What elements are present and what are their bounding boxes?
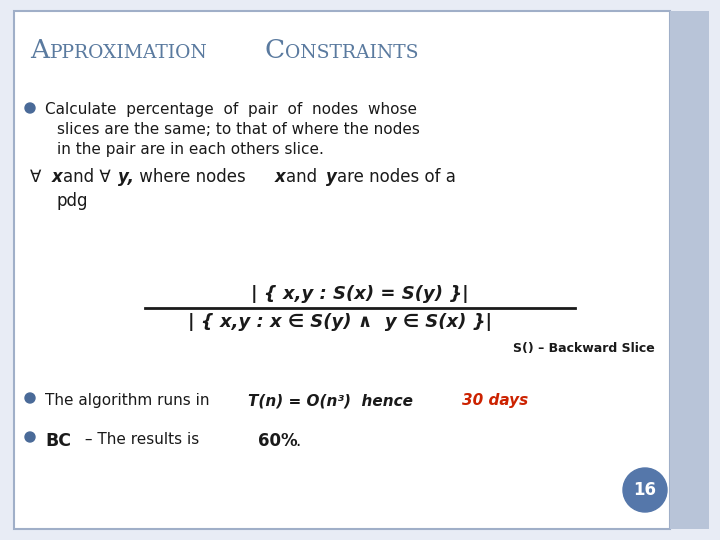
Text: PPROXIMATION: PPROXIMATION — [50, 44, 208, 62]
Text: slices are the same; to that of where the nodes: slices are the same; to that of where th… — [57, 122, 420, 137]
Text: pdg: pdg — [57, 192, 89, 210]
Text: | { x,y : S(x) = S(y) }|: | { x,y : S(x) = S(y) }| — [251, 285, 469, 303]
Text: x: x — [52, 168, 63, 186]
Text: and ∀: and ∀ — [63, 168, 116, 186]
Text: y: y — [326, 168, 337, 186]
Text: C: C — [265, 38, 285, 63]
Text: T(n) = O(n³)  hence: T(n) = O(n³) hence — [248, 393, 418, 408]
Text: 30 days: 30 days — [462, 393, 528, 408]
Text: ONSTRAINTS: ONSTRAINTS — [285, 44, 418, 62]
Text: 60%: 60% — [258, 432, 297, 450]
Circle shape — [25, 103, 35, 113]
Text: The algorithm runs in: The algorithm runs in — [45, 393, 215, 408]
Circle shape — [25, 432, 35, 442]
Text: x: x — [275, 168, 286, 186]
Text: S() – Backward Slice: S() – Backward Slice — [513, 342, 655, 355]
Text: and: and — [286, 168, 323, 186]
Text: ∀: ∀ — [30, 168, 47, 186]
Circle shape — [25, 393, 35, 403]
Text: | { x,y : x ∈ S(y) ∧  y ∈ S(x) }|: | { x,y : x ∈ S(y) ∧ y ∈ S(x) }| — [188, 313, 492, 331]
Text: y,: y, — [118, 168, 134, 186]
Text: Calculate  percentage  of  pair  of  nodes  whose: Calculate percentage of pair of nodes wh… — [45, 102, 417, 117]
Text: in the pair are in each others slice.: in the pair are in each others slice. — [57, 142, 324, 157]
Text: where nodes: where nodes — [134, 168, 251, 186]
Text: A: A — [30, 38, 49, 63]
Text: BC: BC — [45, 432, 71, 450]
Text: – The results is: – The results is — [80, 432, 204, 447]
Text: .: . — [295, 432, 300, 450]
Circle shape — [623, 468, 667, 512]
Text: 16: 16 — [634, 481, 657, 499]
Text: are nodes of a: are nodes of a — [337, 168, 456, 186]
